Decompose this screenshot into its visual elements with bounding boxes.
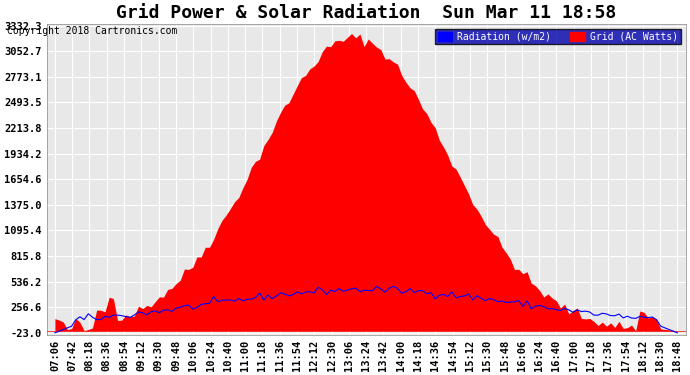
Title: Grid Power & Solar Radiation  Sun Mar 11 18:58: Grid Power & Solar Radiation Sun Mar 11 … xyxy=(116,4,616,22)
Text: Copyright 2018 Cartronics.com: Copyright 2018 Cartronics.com xyxy=(7,26,177,36)
Legend: Radiation (w/m2), Grid (AC Watts): Radiation (w/m2), Grid (AC Watts) xyxy=(435,28,681,44)
